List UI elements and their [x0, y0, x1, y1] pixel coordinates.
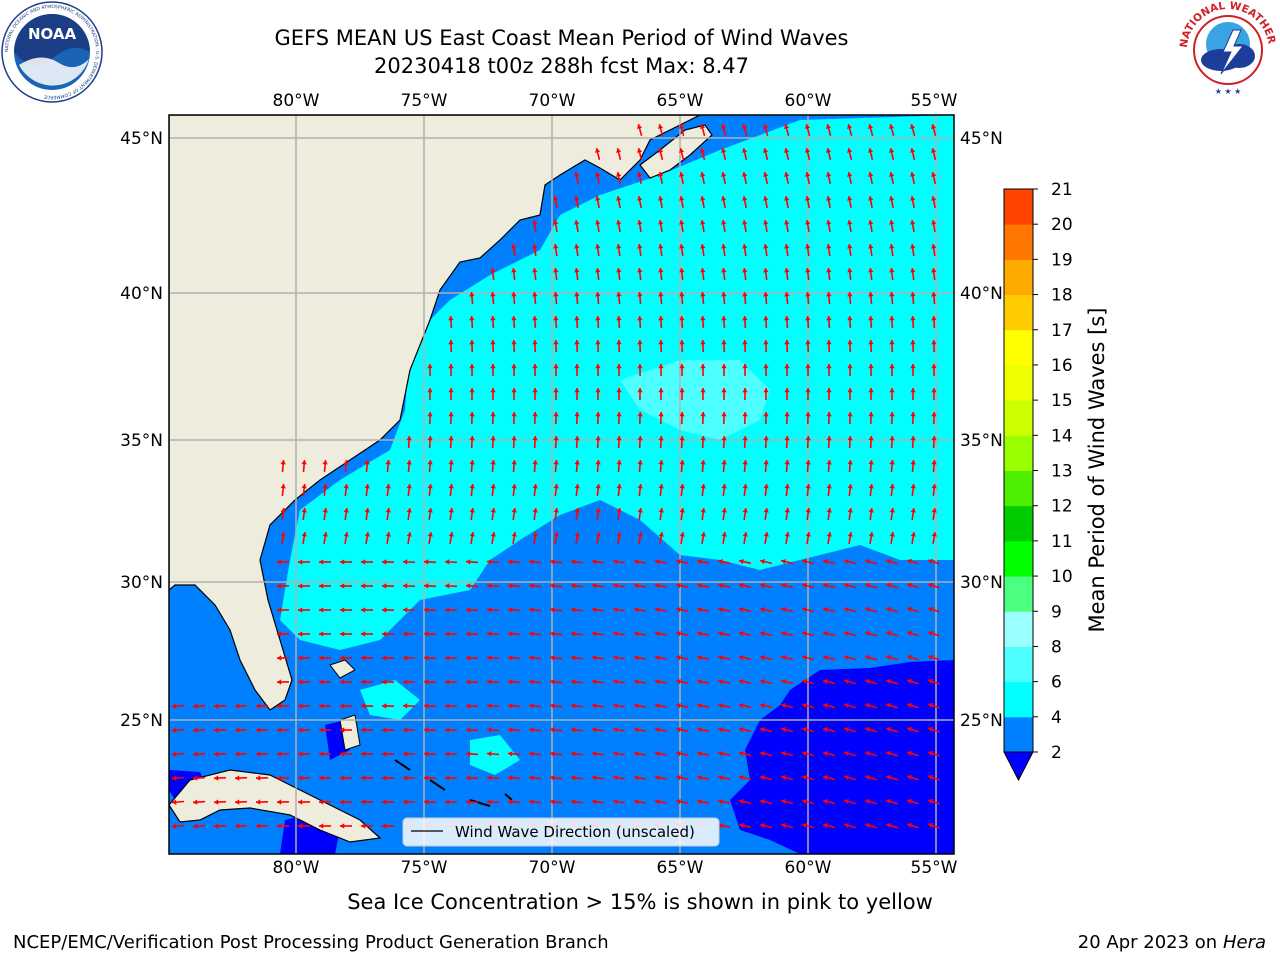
colorbar-tick-label: 20 — [1051, 215, 1073, 235]
colorbar-segment — [1004, 505, 1033, 542]
sea-ice-note: Sea Ice Concentration > 15% is shown in … — [347, 890, 933, 914]
colorbar-segment — [1004, 294, 1033, 331]
colorbar-tick-label: 4 — [1051, 708, 1062, 728]
noaa-logo: NOAA NATIONAL OCEANIC AND ATMOSPHERIC AD… — [1, 1, 103, 103]
chart-subtitle: 20230418 t00z 288h fcst Max: 8.47 — [374, 54, 749, 78]
colorbar-tick-label: 17 — [1051, 321, 1073, 341]
colorbar-tick-label: 9 — [1051, 602, 1062, 622]
colorbar-label: Mean Period of Wind Waves [s] — [1085, 307, 1109, 633]
lat-label-right-40n: 40°N — [960, 284, 1003, 304]
run-date-text: 20 Apr 2023 on — [1077, 932, 1223, 953]
legend-label: Wind Wave Direction (unscaled) — [455, 823, 695, 841]
colorbar-tick-label: 8 — [1051, 637, 1062, 657]
arrow-legend: Wind Wave Direction (unscaled) — [402, 817, 720, 847]
colorbar-tick-label: 16 — [1051, 356, 1073, 376]
lon-label-top-80w: 80°W — [273, 91, 320, 111]
lat-label-left-40n: 40°N — [120, 284, 163, 304]
lon-label-bottom-65w: 65°W — [657, 858, 704, 878]
colorbar-segment — [1004, 646, 1033, 683]
lon-label-top-70w: 70°W — [529, 91, 576, 111]
nws-logo: NATIONAL WEATHER SERVICE ★ ★ ★ — [1177, 0, 1278, 98]
land-north-america — [169, 115, 701, 711]
lon-label-bottom-55w: 55°W — [911, 858, 958, 878]
colorbar: 2 4 6 8 9 10 11 12 13 14 15 16 17 18 19 20 21 — [1003, 180, 1073, 782]
colorbar-segment — [1004, 364, 1033, 401]
colorbar-segment — [1004, 611, 1033, 647]
colorbar-segment — [1004, 435, 1033, 471]
run-date: 20 Apr 2023 on Hera — [1078, 932, 1266, 953]
colorbar-segment — [1004, 576, 1033, 612]
lat-label-left-45n: 45°N — [120, 129, 163, 149]
graticule — [169, 115, 954, 854]
colorbar-tick-label: 19 — [1051, 250, 1073, 270]
colorbar-tick-label: 12 — [1051, 497, 1073, 517]
colorbar-segment — [1004, 716, 1033, 753]
colorbar-tick-label: 21 — [1051, 180, 1073, 200]
colorbar-tick-label: 6 — [1051, 673, 1062, 693]
lon-label-bottom-80w: 80°W — [273, 858, 320, 878]
lon-label-top-55w: 55°W — [911, 91, 958, 111]
colorbar-tick-label: 18 — [1051, 286, 1073, 306]
lat-label-right-25n: 25°N — [960, 711, 1003, 731]
colorbar-segment — [1004, 329, 1033, 366]
colorbar-segment — [1004, 259, 1033, 296]
lon-label-bottom-60w: 60°W — [785, 858, 832, 878]
colorbar-under-triangle — [1003, 751, 1034, 782]
colorbar-segment — [1004, 189, 1033, 225]
land-cuba — [169, 769, 382, 843]
colorbar-segment — [1004, 681, 1033, 718]
lon-label-top-75w: 75°W — [401, 91, 448, 111]
colorbar-segment — [1004, 400, 1033, 436]
lat-label-right-45n: 45°N — [960, 129, 1003, 149]
colorbar-tick-label: 11 — [1051, 532, 1073, 552]
colorbar-segment — [1004, 470, 1033, 507]
credit-line: NCEP/EMC/Verification Post Processing Pr… — [13, 932, 609, 953]
lat-label-left-35n: 35°N — [120, 431, 163, 451]
colorbar-tick-label: 13 — [1051, 462, 1073, 482]
colorbar-tick-label: 2 — [1051, 743, 1062, 763]
noaa-logo-text: NOAA — [28, 25, 77, 43]
colorbar-tick-label: 15 — [1051, 391, 1073, 411]
lon-label-bottom-70w: 70°W — [529, 858, 576, 878]
lat-label-right-30n: 30°N — [960, 573, 1003, 593]
wave-period-4-6s — [280, 115, 954, 650]
colorbar-tick-label: 14 — [1051, 426, 1073, 446]
chart-title: GEFS MEAN US East Coast Mean Period of W… — [274, 26, 849, 50]
colorbar-segment — [1004, 540, 1033, 577]
lon-label-top-60w: 60°W — [785, 91, 832, 111]
lat-label-left-25n: 25°N — [120, 711, 163, 731]
lat-label-left-30n: 30°N — [120, 573, 163, 593]
lat-label-right-35n: 35°N — [960, 431, 1003, 451]
svg-text:★ ★ ★: ★ ★ ★ — [1215, 87, 1242, 96]
host-name: Hera — [1222, 932, 1266, 953]
wave-period-below-2s — [730, 660, 954, 854]
lon-label-top-65w: 65°W — [657, 91, 704, 111]
lon-label-bottom-75w: 75°W — [401, 858, 448, 878]
colorbar-tick-label: 10 — [1051, 567, 1073, 587]
colorbar-segment — [1004, 224, 1033, 260]
wave-period-6-8s — [620, 360, 770, 440]
